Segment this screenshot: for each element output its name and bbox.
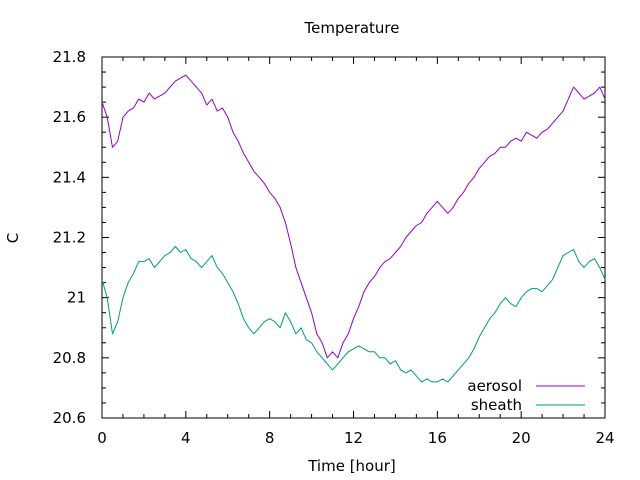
y-tick-label: 20.8 <box>53 349 86 367</box>
x-tick-label: 4 <box>181 429 191 447</box>
x-tick-label: 20 <box>512 429 531 447</box>
ticks-layer <box>101 56 606 419</box>
x-tick-label: 0 <box>97 429 107 447</box>
y-axis-title: C <box>4 233 22 243</box>
y-tick-label: 20.6 <box>53 409 86 427</box>
legend-label-aerosol: aerosol <box>467 377 522 395</box>
y-tick-label: 21.8 <box>53 48 86 66</box>
x-tick-labels: 0 4 8 12 16 20 24 <box>97 429 614 447</box>
y-tick-label: 21.6 <box>53 108 86 126</box>
x-tick-label: 12 <box>344 429 363 447</box>
chart-title: Temperature <box>303 19 399 37</box>
x-tick-label: 24 <box>595 429 614 447</box>
legend-label-sheath: sheath <box>471 396 522 414</box>
series-line-sheath <box>101 246 606 383</box>
y-tick-label: 21 <box>67 289 86 307</box>
series-line-aerosol <box>101 74 606 359</box>
x-tick-label: 16 <box>428 429 447 447</box>
series-layer <box>101 74 606 383</box>
y-tick-labels: 20.6 20.8 21 21.2 21.4 21.6 21.8 <box>53 48 86 427</box>
y-tick-label: 21.2 <box>53 229 86 247</box>
x-tick-label: 8 <box>265 429 275 447</box>
y-tick-label: 21.4 <box>53 168 86 186</box>
x-axis-title: Time [hour] <box>307 457 396 475</box>
